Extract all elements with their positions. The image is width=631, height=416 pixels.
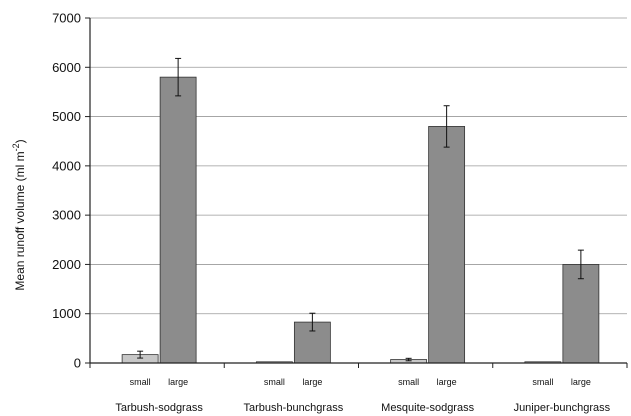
category-label: Mesquite-sodgrass bbox=[381, 402, 474, 414]
bar-sub-label: small bbox=[130, 377, 151, 387]
bar-sub-label: large bbox=[437, 377, 457, 387]
y-tick-label: 7000 bbox=[52, 11, 81, 26]
category-label: Juniper-bunchgrass bbox=[514, 402, 611, 414]
y-tick-label: 4000 bbox=[52, 158, 81, 173]
bar-sub-label: small bbox=[532, 377, 553, 387]
bar-sub-label: large bbox=[302, 377, 322, 387]
bar-sub-label: small bbox=[398, 377, 419, 387]
y-tick-label: 2000 bbox=[52, 257, 81, 272]
bar-sub-label: large bbox=[571, 377, 591, 387]
axes bbox=[85, 17, 628, 368]
y-tick-label: 1000 bbox=[52, 306, 81, 321]
y-axis-title: Mean runoff volume (ml m-2) bbox=[11, 139, 27, 290]
bars bbox=[121, 57, 600, 364]
y-tick-label: 0 bbox=[74, 356, 81, 371]
y-tick-label: 3000 bbox=[52, 208, 81, 223]
bar-sub-label: large bbox=[168, 377, 188, 387]
bar-large bbox=[562, 264, 600, 364]
bar-large bbox=[159, 76, 197, 364]
bar-sub-label: small bbox=[264, 377, 285, 387]
y-tick-label: 5000 bbox=[52, 109, 81, 124]
y-tick-label: 6000 bbox=[52, 60, 81, 75]
labels: 0 1000 2000 3000 4000 5000 6000 7000 small large T… bbox=[52, 11, 611, 415]
bar-large bbox=[428, 126, 466, 364]
category-label: Tarbush-bunchgrass bbox=[244, 402, 344, 414]
category-label: Tarbush-sodgrass bbox=[115, 402, 203, 414]
